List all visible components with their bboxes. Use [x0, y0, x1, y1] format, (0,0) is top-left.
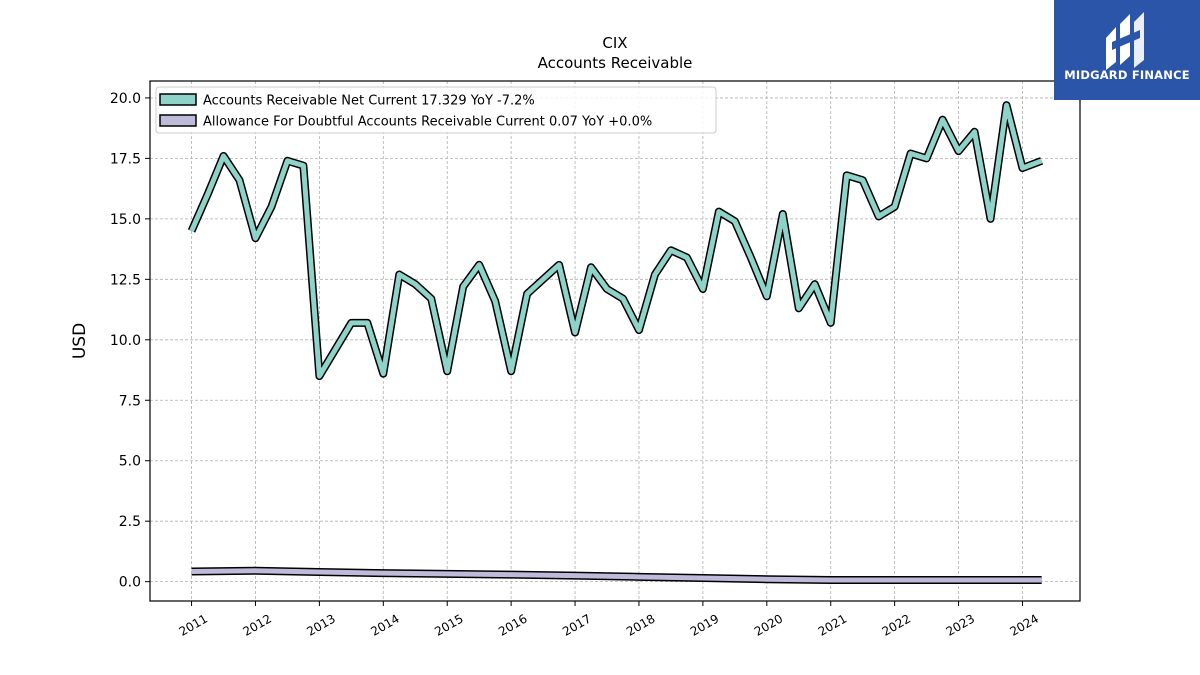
x-tick-label: 2023	[944, 611, 977, 638]
y-tick-label: 12.5	[110, 272, 141, 288]
x-tick-label: 2013	[304, 611, 337, 638]
axes: 0.0 2.5 5.0 7.5 10.0 12.5 15.0 17.5 20.0 2011 2012…	[110, 80, 1081, 639]
y-tick-label: 0.0	[119, 575, 141, 591]
y-tick-label: 5.0	[119, 454, 141, 470]
plot-frame	[149, 80, 1081, 602]
x-tick-label: 2011	[177, 611, 210, 638]
x-tick-label: 2016	[496, 611, 529, 638]
series-0-outline	[187, 101, 1044, 381]
x-tick-label: 2017	[560, 611, 593, 638]
y-tick-label: 15.0	[110, 212, 141, 228]
x-tick-label: 2018	[624, 611, 657, 638]
chart-subtitle: Accounts Receivable	[538, 54, 693, 72]
y-tick-label: 20.0	[110, 91, 141, 107]
logo-text: MIDGARD FINANCE	[1064, 68, 1190, 82]
x-tick-label: 2024	[1008, 611, 1041, 638]
x-tick-label: 2022	[880, 611, 913, 638]
legend-swatch-0	[159, 93, 197, 106]
midgard-finance-logo: MIDGARD FINANCE	[1054, 0, 1200, 100]
x-tick-label: 2015	[432, 611, 465, 638]
y-tick-label: 10.0	[110, 333, 141, 349]
y-tick-label: 7.5	[119, 393, 141, 409]
logo-mark-icon	[1106, 12, 1144, 70]
x-tick-label: 2014	[368, 611, 401, 638]
x-tick-label: 2021	[816, 611, 849, 638]
chart-title: CIX	[602, 34, 627, 52]
y-axis-label: USD	[70, 323, 90, 359]
x-tick-label: 2019	[688, 611, 721, 638]
series-0-line	[189, 102, 1043, 379]
x-tick-label: 2012	[241, 611, 274, 638]
legend-label-1: Allowance For Doubtful Accounts Receivab…	[203, 115, 652, 130]
y-tick-label: 2.5	[119, 514, 141, 530]
legend-label-0: Accounts Receivable Net Current 17.329 Y…	[203, 94, 535, 109]
x-tick-label: 2020	[752, 611, 785, 638]
legend: Accounts Receivable Net Current 17.329 Y…	[155, 86, 717, 134]
legend-box	[155, 86, 717, 134]
legend-swatch-1	[159, 114, 197, 127]
grid-lines	[150, 81, 1080, 601]
series-1-line	[191, 568, 1042, 583]
y-tick-label: 17.5	[110, 151, 141, 167]
series-lines	[187, 101, 1044, 584]
